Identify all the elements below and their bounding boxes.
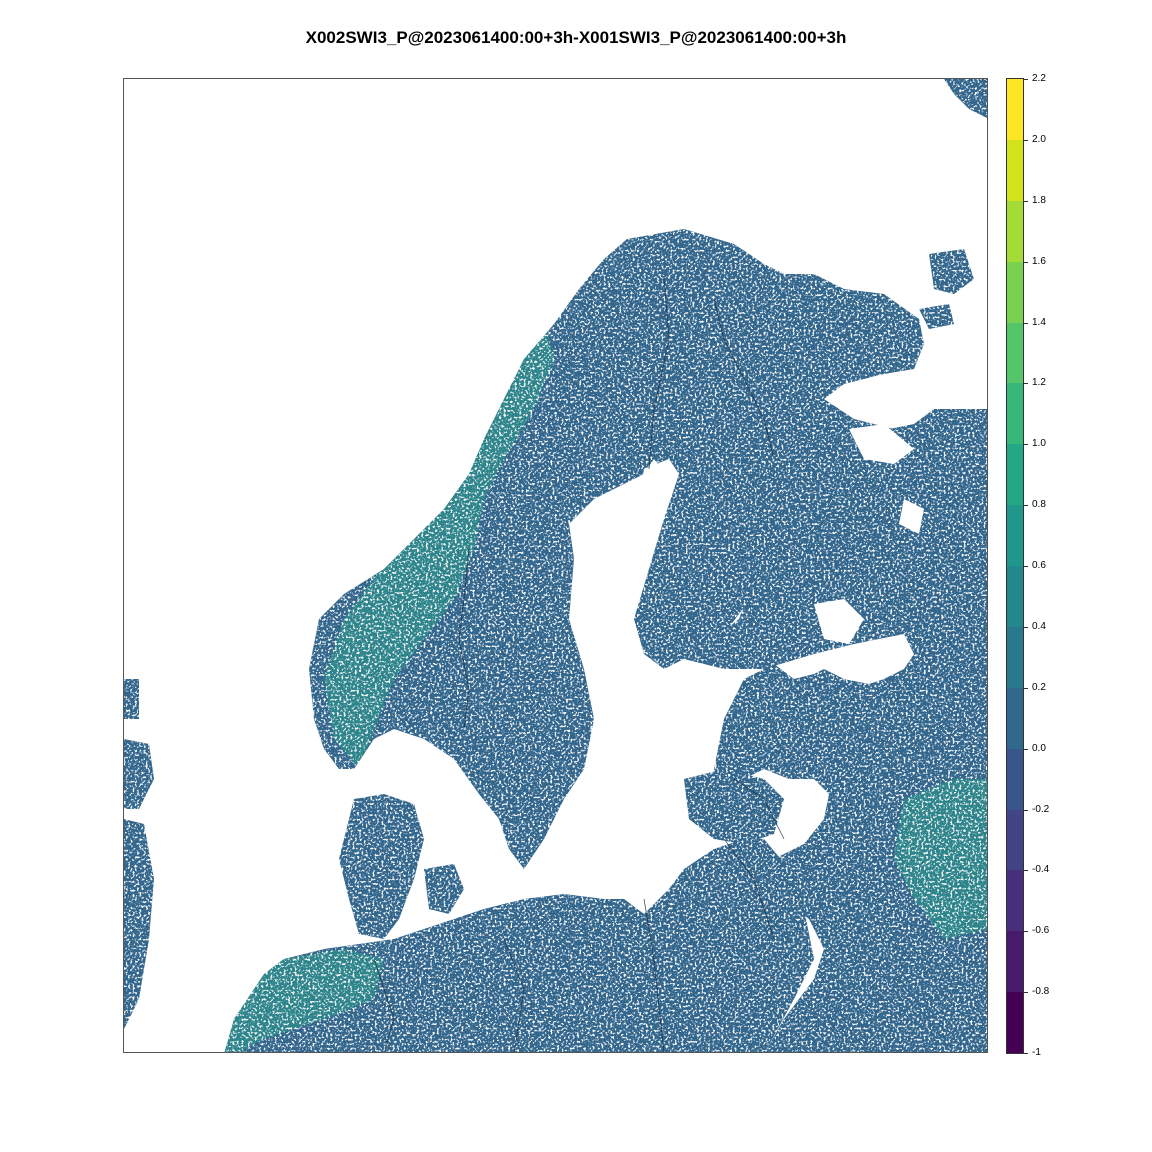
colorbar bbox=[1006, 78, 1024, 1054]
lake-onega bbox=[899, 499, 924, 534]
colorbar-segment bbox=[1007, 200, 1023, 262]
colorbar-tick-label: 1.2 bbox=[1032, 377, 1046, 389]
colorbar-tick-label: 1.4 bbox=[1032, 316, 1046, 328]
colorbar-segment bbox=[1007, 444, 1023, 506]
gulf-of-bothnia bbox=[624, 459, 679, 619]
colorbar-tick bbox=[1024, 322, 1028, 324]
colorbar-tick bbox=[1024, 261, 1028, 263]
country-borders bbox=[373, 278, 785, 1052]
colorbar-tick-label: 0.4 bbox=[1032, 620, 1046, 632]
colorbar-tick-label: -0.8 bbox=[1032, 986, 1050, 998]
colorbar-tick bbox=[1024, 444, 1028, 446]
map-title: X002SWI3_P@2023061400:00+3h-X001SWI3_P@2… bbox=[305, 28, 847, 47]
colorbar-tick bbox=[1024, 931, 1028, 933]
colorbar-tick-label: -1 bbox=[1032, 1047, 1041, 1058]
colorbar-tick-label: 1.0 bbox=[1032, 438, 1046, 450]
colorbar-tick bbox=[1024, 79, 1028, 80]
colorbar-segment bbox=[1007, 626, 1023, 688]
colorbar-tick bbox=[1024, 566, 1028, 567]
colorbar-tick bbox=[1024, 200, 1028, 202]
colorbar-tick bbox=[1024, 505, 1028, 507]
map-canvas bbox=[124, 79, 987, 1052]
colorbar-segment bbox=[1007, 809, 1023, 871]
colorbar-tick-label: 1.8 bbox=[1032, 194, 1046, 206]
colorbar-segment bbox=[1007, 383, 1023, 445]
colorbar-tick-label: 2.0 bbox=[1032, 133, 1046, 145]
colorbar-tick bbox=[1024, 809, 1028, 811]
colorbar-tick-label: -0.2 bbox=[1032, 803, 1050, 815]
colorbar-segment bbox=[1007, 992, 1023, 1053]
colorbar-segment bbox=[1007, 322, 1023, 384]
colorbar-tick bbox=[1024, 870, 1028, 872]
colorbar-tick bbox=[1024, 626, 1028, 628]
colorbar-tick-label: 0.2 bbox=[1032, 681, 1046, 693]
colorbar-tick bbox=[1024, 383, 1028, 385]
colorbar-tick-label: 2.2 bbox=[1032, 73, 1046, 84]
colorbar-tick bbox=[1024, 1053, 1028, 1054]
colorbar-tick-label: -0.6 bbox=[1032, 925, 1050, 937]
lake-ladoga bbox=[814, 599, 864, 644]
colorbar-tick-label: -0.4 bbox=[1032, 864, 1050, 876]
colorbar-segment bbox=[1007, 79, 1023, 140]
colorbar-segment bbox=[1007, 261, 1023, 323]
colorbar-tick bbox=[1024, 687, 1028, 689]
colorbar-segment bbox=[1007, 870, 1023, 932]
colorbar-segment bbox=[1007, 505, 1023, 566]
colorbar-segment bbox=[1007, 748, 1023, 810]
colorbar-segment bbox=[1007, 931, 1023, 993]
colorbar-segment bbox=[1007, 687, 1023, 749]
colorbar-tick bbox=[1024, 139, 1028, 141]
colorbar-segment bbox=[1007, 566, 1023, 627]
colorbar-tick-label: 0.8 bbox=[1032, 499, 1046, 511]
white-sea bbox=[849, 424, 914, 464]
colorbar-segment bbox=[1007, 139, 1023, 201]
colorbar-tick-label: 0.0 bbox=[1032, 742, 1046, 754]
colorbar-tick bbox=[1024, 992, 1028, 994]
map-panel bbox=[123, 78, 988, 1053]
colorbar-tick-label: 1.6 bbox=[1032, 255, 1046, 267]
colorbar-tick bbox=[1024, 748, 1028, 750]
colorbar-tick-label: 0.6 bbox=[1032, 560, 1046, 571]
